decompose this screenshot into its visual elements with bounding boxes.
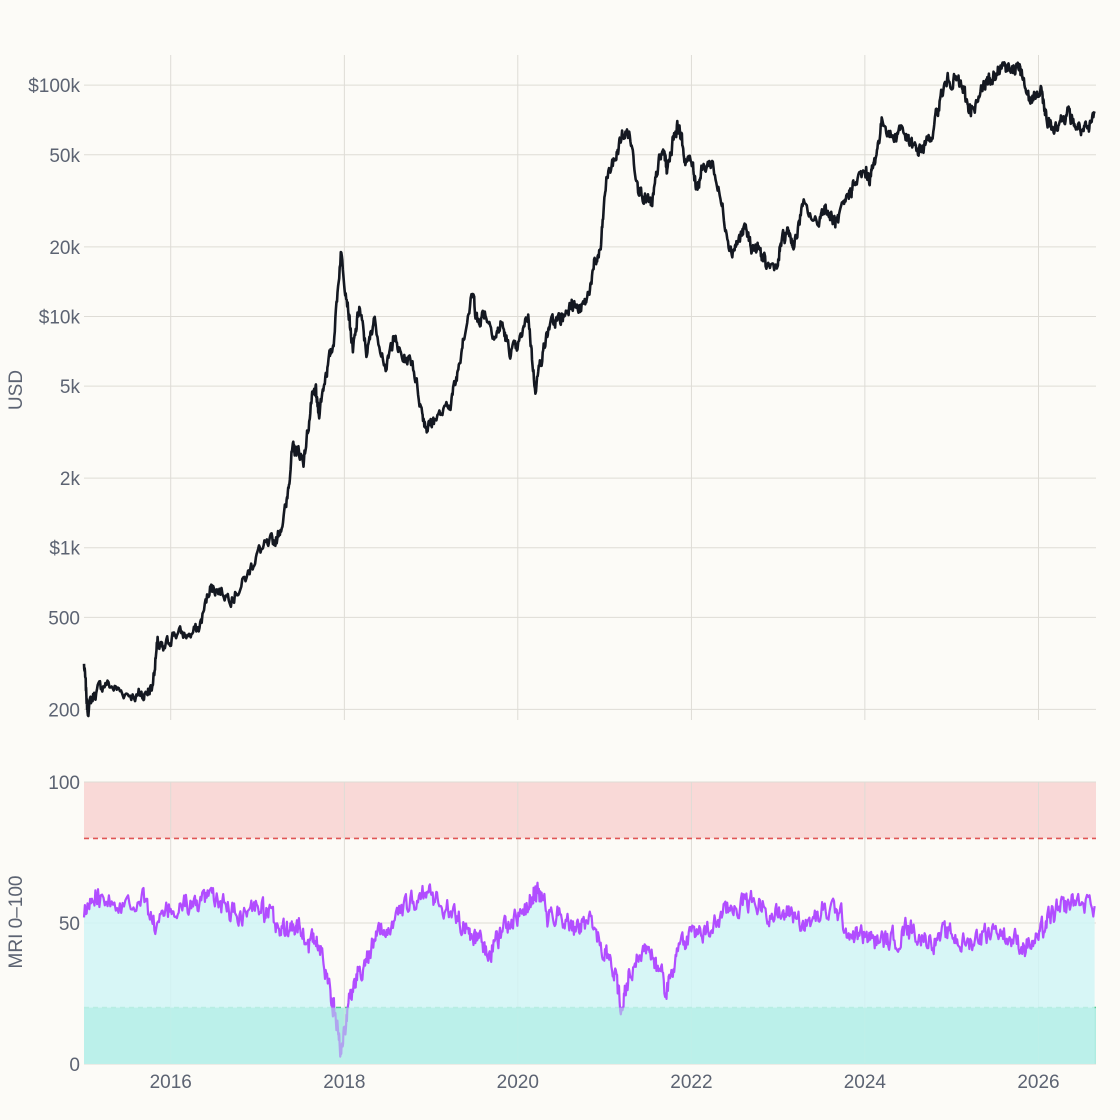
mri-band-0 [84,782,1096,839]
mri-y-tick-1: 50 [59,914,80,935]
price-y-tick-2: $1k [49,539,80,560]
price-y-tick-3: 2k [60,469,81,490]
price-y-tick-4: 5k [60,377,81,398]
x-tick-3: 2022 [670,1072,712,1093]
mri-y-tick-2: 100 [48,773,80,794]
price-line-0 [82,61,1096,718]
mri-series [82,881,1096,1064]
mri-y-tick-0: 0 [69,1055,80,1076]
price-y-tick-5: $10k [39,307,81,328]
price-panel-grid [84,55,1096,720]
x-tick-0: 2016 [150,1072,192,1093]
price-y-tick-1: 500 [48,608,80,629]
x-tick-5: 2026 [1017,1072,1059,1093]
x-tick-1: 2018 [323,1072,365,1093]
price-y-tick-7: 50k [49,146,80,167]
price-series [82,61,1096,718]
x-tick-4: 2024 [844,1072,887,1093]
price-y-tick-8: $100k [28,76,80,97]
price-y-tick-6: 20k [49,238,80,259]
mri-band-overlay [84,1007,1096,1064]
mri-line-0 [82,881,1096,1058]
price-y-tick-0: 200 [48,700,80,721]
x-tick-2: 2020 [497,1072,539,1093]
mri-y-axis-label: MRI 0–100 [6,876,27,969]
price-y-axis-label: USD [6,370,27,410]
